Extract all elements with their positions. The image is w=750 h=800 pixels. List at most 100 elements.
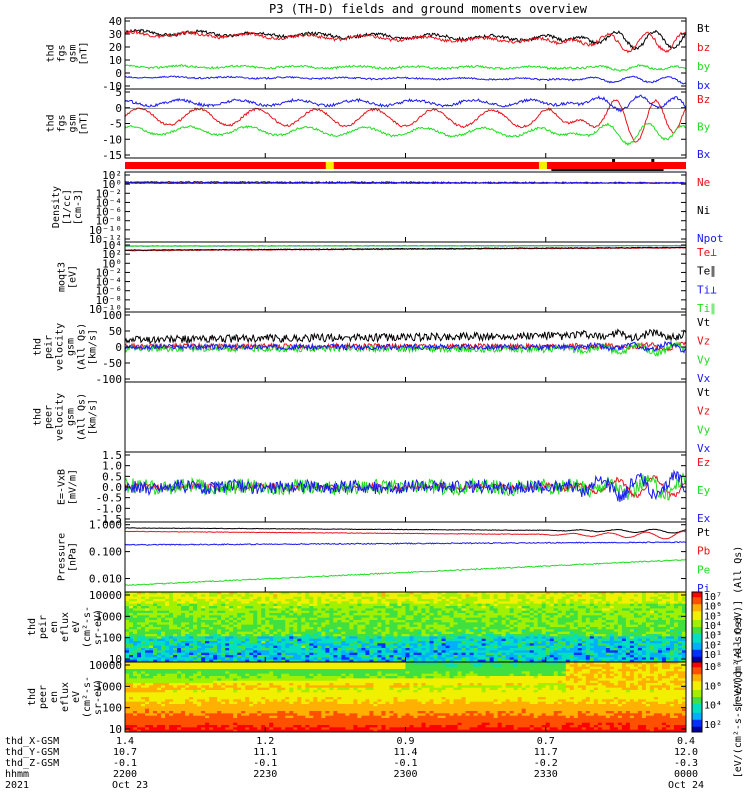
spectrogram-cell [289, 624, 294, 628]
spectrogram-cell [141, 601, 146, 605]
ytick-label: 30 [109, 28, 122, 41]
ylabel-line: velocity [55, 393, 66, 441]
spectrogram-cell [345, 655, 350, 658]
spectrogram-cell [385, 613, 390, 616]
spectrogram-cell [637, 592, 643, 595]
spectrogram-cell [537, 652, 543, 656]
spectrogram-cell [437, 629, 443, 633]
spectrogram-cell [677, 610, 683, 614]
spectrogram-cell [497, 634, 503, 637]
spectrogram-cell [601, 650, 607, 654]
spectrogram-cell [513, 631, 519, 635]
spectrogram-cell [629, 620, 635, 623]
spectrogram-cell [221, 638, 226, 642]
spectrogram-cell [585, 636, 591, 640]
spectrogram-cell [369, 599, 374, 602]
spectrogram-cell [349, 648, 354, 651]
spectrogram-cell [129, 690, 134, 693]
spectrogram-cell [145, 671, 150, 675]
spectrogram-cell [341, 603, 346, 607]
spectrogram-cell [301, 610, 306, 614]
spectrogram-cell [221, 620, 226, 623]
spectrogram-cell [173, 652, 178, 656]
spectrogram-cell [445, 624, 451, 628]
spectrogram-cell [397, 636, 402, 640]
spectrogram-cell [177, 729, 182, 733]
spectrogram-cell [181, 615, 186, 619]
spectrogram-cell [325, 610, 330, 614]
spectrogram-cell [521, 608, 527, 612]
spectrogram-cell [153, 631, 158, 635]
spectrogram-cell [169, 664, 174, 668]
spectrogram-cell [621, 650, 627, 654]
spectrogram-cell [361, 617, 366, 621]
spectrogram-cell [509, 592, 515, 595]
spectrogram-cell [225, 624, 230, 628]
spectrogram-cell [145, 615, 150, 619]
spectrogram-cell [357, 620, 362, 623]
spectrogram-cell [273, 620, 278, 623]
spectrogram-cell [317, 622, 322, 626]
spectrogram-cell [341, 606, 346, 609]
spectrogram-cell [521, 599, 527, 602]
spectrogram-cell [321, 636, 326, 640]
spectrogram-cell [565, 608, 571, 612]
spectrogram-cell [189, 599, 194, 602]
spectrogram-cell [521, 617, 527, 621]
spectrogram-cell [129, 666, 134, 670]
spectrogram-cell [365, 641, 370, 644]
spectrogram-cell [589, 622, 595, 626]
spectrogram-cell [157, 729, 162, 733]
spectrogram-cell [609, 613, 615, 616]
spectrogram-cell [369, 659, 374, 663]
spectrogram-cell [249, 657, 254, 661]
spectrogram-cell [621, 643, 627, 647]
spectrogram-cell [173, 704, 178, 707]
spectrogram-cell [573, 636, 579, 640]
spectrogram-cell [453, 622, 459, 626]
spectrogram-cell [657, 629, 663, 633]
spectrogram-cell [505, 655, 511, 658]
spectrogram-cell [149, 617, 154, 621]
spectrogram-cell [321, 617, 326, 621]
spectrogram-cell [337, 634, 342, 637]
spectrogram-cell [145, 648, 150, 651]
colorbar-segment [692, 618, 702, 621]
spectrogram-cell [273, 622, 278, 626]
spectrogram-cell [185, 624, 190, 628]
ytick-label: 10000 [89, 589, 122, 602]
spectrogram-cell [229, 645, 234, 649]
spectrogram-cell [413, 634, 419, 637]
spectrogram-cell [545, 638, 551, 642]
spectrogram-cell [329, 650, 334, 654]
spectrogram-cell [317, 634, 322, 637]
spectrogram-cell [173, 634, 178, 637]
spectrogram-cell [269, 655, 274, 658]
spectrogram-cell [245, 655, 250, 658]
spectrogram-cell [173, 729, 178, 733]
spectrogram-cell [473, 650, 479, 654]
spectrogram-cell [417, 652, 423, 656]
spectrogram-cell [377, 615, 382, 619]
spectrogram-cell [217, 650, 222, 654]
spectrogram-cell [209, 615, 214, 619]
spectrogram-cell [181, 620, 186, 623]
spectrogram-cell [677, 652, 683, 656]
spectrogram-cell [313, 641, 318, 644]
spectrogram-cell [505, 645, 511, 649]
spectrogram-cell [265, 627, 270, 630]
spectrogram-cell [325, 641, 330, 644]
spectrogram-cell [461, 659, 467, 663]
spectrogram-cell [421, 617, 427, 621]
spectrogram-cell [145, 594, 150, 598]
spectrogram-cell [401, 636, 406, 640]
spectrogram-cell [413, 650, 419, 654]
spectrogram-cell [233, 631, 238, 635]
spectrogram-cell [193, 608, 198, 612]
spectrogram-cell [153, 692, 158, 696]
spectrogram-cell [169, 692, 174, 696]
spectrogram-cell [201, 606, 206, 609]
spectrogram-cell [221, 655, 226, 658]
spectrogram-cell [181, 622, 186, 626]
